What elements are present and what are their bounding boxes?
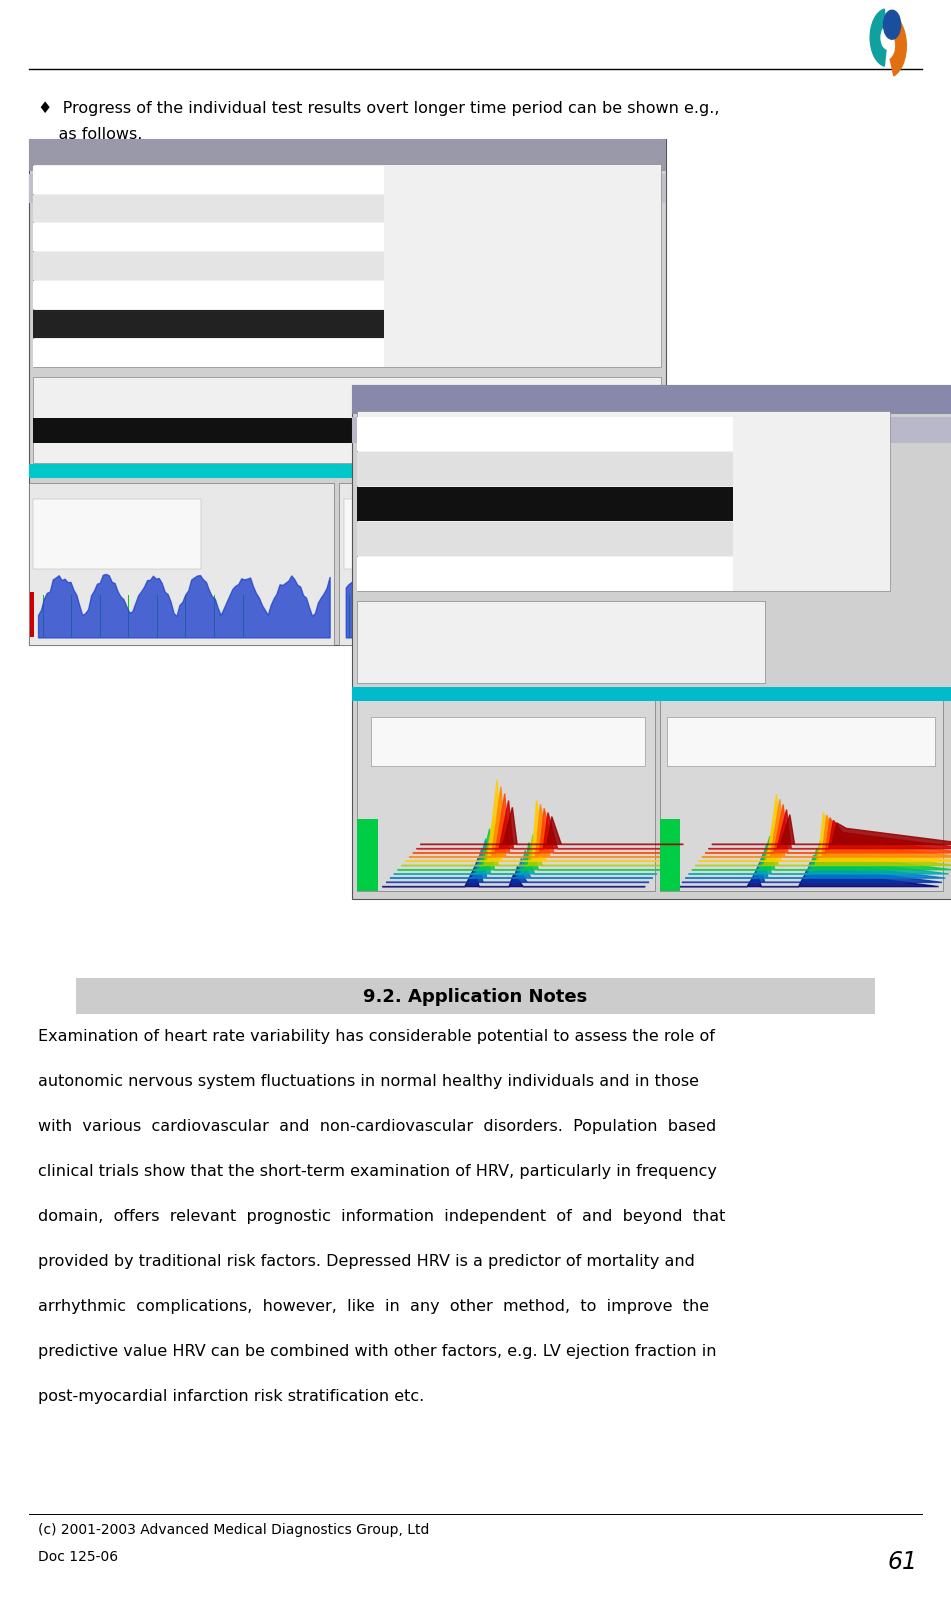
FancyBboxPatch shape [29,464,666,479]
FancyBboxPatch shape [357,418,733,452]
FancyBboxPatch shape [76,979,875,1014]
Polygon shape [390,848,652,879]
Text: post-myocardial infarction risk stratification etc.: post-myocardial infarction risk stratifi… [38,1388,424,1403]
Polygon shape [386,858,649,882]
FancyBboxPatch shape [352,386,951,900]
FancyBboxPatch shape [357,522,733,556]
Text: with  various  cardiovascular  and  non-cardiovascular  disorders.  Population  : with various cardiovascular and non-card… [38,1118,716,1133]
FancyBboxPatch shape [344,500,496,570]
Polygon shape [409,787,671,858]
Polygon shape [420,808,683,845]
FancyBboxPatch shape [33,419,352,444]
FancyBboxPatch shape [371,717,645,767]
FancyBboxPatch shape [357,558,733,591]
FancyBboxPatch shape [29,175,666,204]
Polygon shape [405,781,668,861]
FancyBboxPatch shape [352,386,951,415]
Wedge shape [889,14,906,77]
Polygon shape [685,855,945,879]
FancyBboxPatch shape [352,418,951,444]
FancyBboxPatch shape [33,339,383,368]
Wedge shape [870,10,886,67]
Polygon shape [708,810,951,848]
Text: (c) 2001-2003 Advanced Medical Diagnostics Group, Ltd: (c) 2001-2003 Advanced Medical Diagnosti… [38,1522,430,1536]
FancyBboxPatch shape [33,310,383,339]
FancyBboxPatch shape [29,140,666,172]
FancyBboxPatch shape [30,593,34,638]
Polygon shape [413,794,675,853]
Text: ♦  Progress of the individual test results overt longer time period can be shown: ♦ Progress of the individual test result… [38,101,720,116]
FancyBboxPatch shape [357,453,733,487]
FancyBboxPatch shape [33,378,661,464]
FancyBboxPatch shape [33,196,383,223]
FancyBboxPatch shape [29,140,666,646]
Polygon shape [706,805,951,853]
Text: domain,  offers  relevant  prognostic  information  independent  of  and  beyond: domain, offers relevant prognostic infor… [38,1208,726,1223]
FancyBboxPatch shape [357,411,890,591]
Text: Doc 125-06: Doc 125-06 [38,1549,118,1564]
Text: as follows.: as follows. [38,127,143,141]
Circle shape [883,11,901,40]
FancyBboxPatch shape [33,167,383,194]
FancyBboxPatch shape [660,820,681,892]
FancyBboxPatch shape [29,484,335,646]
Polygon shape [698,795,951,861]
FancyBboxPatch shape [352,688,951,702]
Text: arrhythmic  complications,  however,  like  in  any  other  method,  to  improve: arrhythmic complications, however, like … [38,1298,709,1313]
Polygon shape [692,837,951,871]
Polygon shape [401,820,664,866]
FancyBboxPatch shape [660,699,943,892]
Text: 61: 61 [887,1549,918,1573]
Polygon shape [702,800,951,858]
FancyBboxPatch shape [357,820,378,892]
Polygon shape [382,868,645,887]
FancyBboxPatch shape [33,254,383,281]
FancyBboxPatch shape [33,225,383,252]
Text: 9.2. Application Notes: 9.2. Application Notes [363,987,588,1006]
Polygon shape [682,863,941,882]
Polygon shape [394,839,656,874]
Text: clinical trials show that the short-term examination of HRV, particularly in fre: clinical trials show that the short-term… [38,1163,717,1178]
FancyBboxPatch shape [33,283,383,310]
Text: Examination of heart rate variability has considerable potential to assess the r: Examination of heart rate variability ha… [38,1028,715,1043]
Polygon shape [398,829,660,871]
Text: provided by traditional risk factors. Depressed HRV is a predictor of mortality : provided by traditional risk factors. De… [38,1253,695,1268]
Polygon shape [417,800,679,848]
Text: autonomic nervous system fluctuations in normal healthy individuals and in those: autonomic nervous system fluctuations in… [38,1073,699,1088]
Polygon shape [695,828,951,866]
FancyBboxPatch shape [667,717,935,767]
FancyBboxPatch shape [340,484,640,646]
FancyBboxPatch shape [357,699,654,892]
Text: predictive value HRV can be combined with other factors, e.g. LV ejection fracti: predictive value HRV can be combined wit… [38,1343,716,1358]
FancyBboxPatch shape [357,601,765,685]
FancyBboxPatch shape [357,489,733,521]
FancyBboxPatch shape [33,500,202,570]
Polygon shape [679,871,939,887]
Polygon shape [689,845,948,874]
FancyBboxPatch shape [33,166,661,368]
Polygon shape [711,815,951,845]
